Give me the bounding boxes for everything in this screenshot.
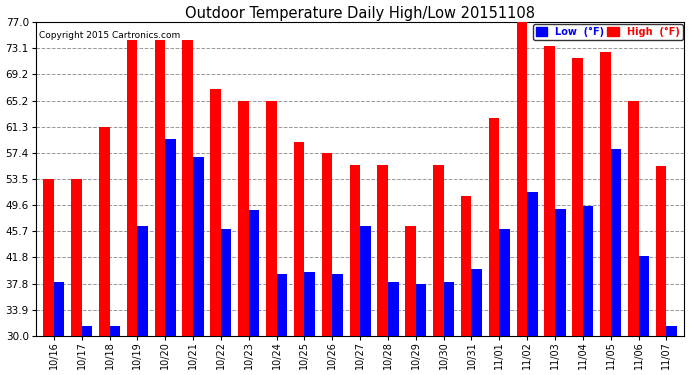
Bar [248, 210, 259, 336]
Bar [461, 196, 471, 336]
Bar [656, 166, 667, 336]
Bar [611, 149, 621, 336]
Bar [99, 127, 110, 336]
Bar [583, 206, 593, 336]
Bar [238, 100, 248, 336]
Bar [43, 179, 54, 336]
Bar [193, 158, 204, 336]
Bar [165, 139, 176, 336]
Text: Copyright 2015 Cartronics.com: Copyright 2015 Cartronics.com [39, 31, 180, 40]
Bar [127, 40, 137, 336]
Bar [489, 118, 500, 336]
Legend: Low  (°F), High  (°F): Low (°F), High (°F) [533, 24, 682, 40]
Bar [333, 274, 343, 336]
Bar [304, 272, 315, 336]
Bar [638, 256, 649, 336]
Bar [667, 326, 677, 336]
Bar [210, 88, 221, 336]
Bar [628, 100, 638, 336]
Bar [137, 226, 148, 336]
Bar [517, 22, 527, 336]
Bar [322, 153, 333, 336]
Bar [388, 282, 399, 336]
Bar [182, 40, 193, 336]
Bar [500, 229, 510, 336]
Bar [277, 274, 287, 336]
Bar [54, 282, 64, 336]
Bar [350, 165, 360, 336]
Bar [221, 229, 231, 336]
Bar [444, 282, 454, 336]
Bar [555, 209, 566, 336]
Bar [81, 326, 92, 336]
Bar [71, 179, 81, 336]
Bar [471, 269, 482, 336]
Bar [600, 52, 611, 336]
Bar [266, 100, 277, 336]
Bar [433, 165, 444, 336]
Bar [360, 226, 371, 336]
Bar [572, 58, 583, 336]
Bar [405, 226, 416, 336]
Bar [155, 40, 165, 336]
Title: Outdoor Temperature Daily High/Low 20151108: Outdoor Temperature Daily High/Low 20151… [185, 6, 535, 21]
Bar [294, 142, 304, 336]
Bar [544, 46, 555, 336]
Bar [377, 165, 388, 336]
Bar [110, 326, 120, 336]
Bar [527, 192, 538, 336]
Bar [416, 284, 426, 336]
